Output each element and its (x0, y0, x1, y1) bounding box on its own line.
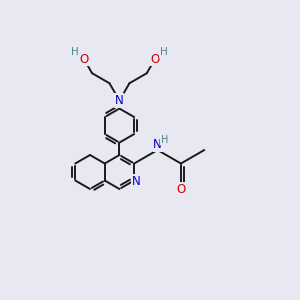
Text: O: O (176, 183, 186, 196)
Text: N: N (132, 175, 140, 188)
Text: H: H (161, 135, 168, 145)
Text: N: N (115, 94, 124, 107)
Text: O: O (80, 53, 89, 66)
Text: N: N (153, 139, 162, 152)
Text: O: O (150, 53, 159, 66)
Text: H: H (71, 47, 79, 57)
Text: H: H (160, 47, 168, 57)
